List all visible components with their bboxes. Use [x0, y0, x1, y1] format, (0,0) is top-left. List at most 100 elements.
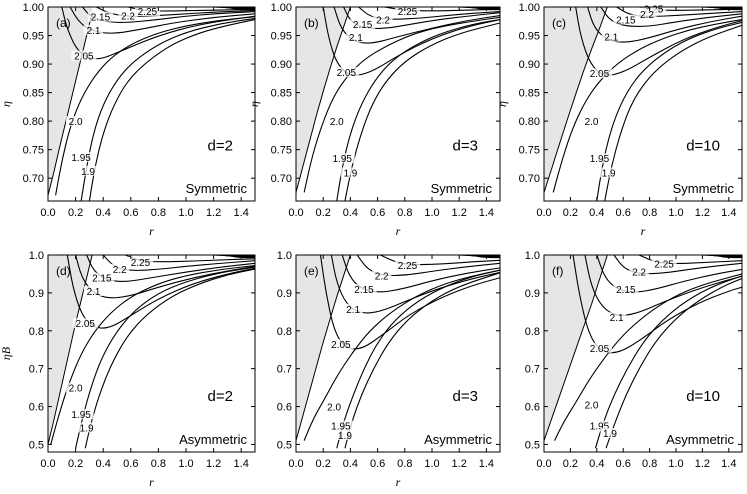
- panel-e: 2.25 2.22.15 2.1 2.05 2.0 1.951.9 0.0 0.2 0.4 0.6…: [277, 250, 501, 489]
- contour-label-bg: [586, 68, 613, 79]
- contour-label: 2.0: [585, 117, 599, 128]
- y-tick-label: 0.5: [525, 439, 540, 451]
- contour-label: 1.9: [602, 168, 616, 179]
- contour-label: 2.15: [92, 274, 112, 285]
- x-tick-label: 0.4: [343, 458, 358, 470]
- panel-tag: (b): [304, 16, 319, 30]
- contour-label-bg: [83, 285, 104, 296]
- x-tick-label: 0.8: [151, 207, 166, 219]
- shaded-boundary: [544, 7, 608, 193]
- shaded-region: [48, 255, 93, 452]
- contour-label-bg: [87, 11, 114, 22]
- contour-label-bg: [65, 382, 86, 393]
- plot-frame: [47, 254, 256, 453]
- contour-line-2-05: [319, 255, 500, 350]
- y-tick-label: 0.7: [29, 364, 44, 376]
- contour-label-bg: [68, 409, 94, 420]
- contour-line-2-1: [584, 255, 742, 316]
- x-tick-label: 1.0: [424, 207, 439, 219]
- contour-line-1-9: [344, 22, 500, 201]
- contour-line-2-2: [613, 255, 742, 275]
- contour-label-bg: [324, 401, 344, 412]
- contour-line-2-1: [75, 255, 255, 299]
- contour-line-2-05: [575, 7, 742, 76]
- contour-label-bg: [65, 116, 86, 127]
- x-axis-label: r: [396, 224, 401, 238]
- shaded-boundary: [544, 255, 608, 441]
- contour-label-bg: [118, 10, 138, 21]
- contour-line-1-95: [596, 21, 742, 201]
- x-tick-label: 1.4: [479, 458, 494, 470]
- x-tick-label: 0.2: [68, 207, 83, 219]
- panel-tag: (f): [552, 264, 563, 278]
- contour-label-bg: [613, 14, 639, 25]
- contour-label: 2.05: [331, 340, 351, 351]
- contour-line-2-15: [343, 7, 500, 29]
- x-tick-label: 0.6: [616, 207, 631, 219]
- contour-label: 1.95: [71, 153, 91, 164]
- x-tick-label: 1.4: [721, 458, 736, 470]
- plot-area: [544, 255, 742, 452]
- contour-line-2-05: [66, 255, 255, 329]
- contour-label-bg: [629, 266, 649, 277]
- y-tick-label: 0.80: [23, 116, 44, 128]
- contour-label: 2.15: [91, 13, 111, 24]
- y-tick-label: 1.00: [519, 2, 540, 14]
- x-tick-label: 0.4: [96, 458, 111, 470]
- contour-line-2-05: [322, 7, 500, 76]
- contour-label: 1.95: [590, 154, 610, 165]
- shaded-region: [296, 7, 351, 201]
- contour-line-2-2: [358, 7, 500, 20]
- y-tick-label: 0.8: [277, 326, 292, 338]
- y-tick-label: 1.0: [29, 250, 44, 262]
- contour-label: 2.0: [69, 384, 83, 395]
- x-tick-label: 1.0: [668, 207, 683, 219]
- x-axis-label: r: [149, 475, 154, 489]
- panel-a: 2.252.2 2.15 2.1 2.05 2.0 1.95 1.9 0.0 0.2 0.4 0.6…: [0, 2, 256, 238]
- dimension-label: d=3: [453, 138, 478, 155]
- y-tick-label: 1.0: [277, 250, 292, 262]
- y-axis-label: η: [495, 101, 509, 107]
- plot-frame: [295, 6, 501, 202]
- x-axis-label: r: [396, 475, 401, 489]
- contour-label: 1.9: [338, 431, 352, 442]
- contour-label: 1.95: [590, 421, 610, 432]
- contour-label-bg: [346, 32, 366, 43]
- contour-label-bg: [328, 420, 354, 431]
- contour-label: 2.2: [113, 265, 127, 276]
- contour-label-bg: [371, 270, 392, 281]
- contour-line-1-9: [605, 277, 742, 449]
- plot-frame: [47, 6, 256, 202]
- x-tick-label: 0.4: [589, 458, 604, 470]
- contour-label: 2.0: [69, 117, 83, 128]
- shaded-boundary: [48, 255, 93, 445]
- contour-line-2-0: [55, 16, 255, 196]
- x-tick-label: 1.2: [206, 458, 221, 470]
- y-tick-label: 0.9: [525, 288, 540, 300]
- dimension-label: d=2: [208, 138, 233, 155]
- contour-label-bg: [601, 31, 622, 42]
- plot-area: [48, 255, 255, 452]
- contour-label-bg: [613, 284, 639, 295]
- contour-line-1-95: [336, 269, 500, 449]
- x-tick-label: 1.2: [695, 458, 710, 470]
- contour-label: 2.2: [121, 12, 135, 23]
- x-tick-label: 0.0: [536, 458, 551, 470]
- contour-line-2-25: [380, 255, 500, 266]
- plot-frame: [543, 6, 743, 202]
- y-tick-label: 0.75: [271, 145, 292, 157]
- contour-label: 2.15: [616, 16, 636, 27]
- contour-label: 2.15: [616, 285, 636, 296]
- x-tick-label: 1.4: [234, 207, 249, 219]
- dimension-label: d=3: [453, 388, 478, 405]
- y-tick-label: 0.85: [23, 88, 44, 100]
- contour-label-bg: [586, 420, 613, 431]
- y-tick-label: 0.90: [23, 59, 44, 71]
- y-tick-label: 0.75: [519, 145, 540, 157]
- contour-label-bg: [598, 167, 619, 178]
- contour-label-bg: [586, 153, 613, 164]
- contour-line-1-9: [88, 19, 255, 201]
- plot-frame: [295, 254, 501, 453]
- contour-label: 2.15: [354, 285, 374, 296]
- contour-label: 1.9: [81, 167, 95, 178]
